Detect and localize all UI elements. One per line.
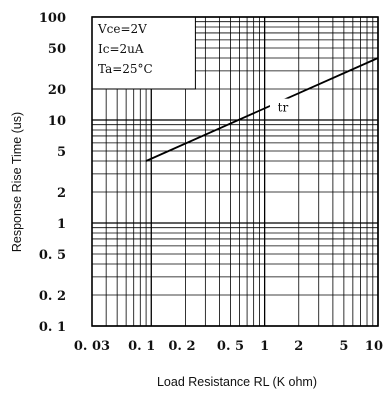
x-tick-label: 0. 2 [168,339,195,354]
plot-border [91,16,379,327]
y-tick-label: 100 [39,11,66,26]
x-tick-label: 1 [260,339,269,354]
y-tick-label: 50 [48,42,66,57]
y-tick-label: 0. 1 [39,320,66,335]
condition-text: Vce=2V [97,22,147,36]
y-tick-label: 1 [57,217,66,232]
x-tick-label: 0. 03 [74,339,110,354]
y-axis-title: Response Rise Time (us) [10,112,24,252]
x-axis-title: Load Resistance RL (K ohm) [157,375,317,389]
conditions-box-background [91,16,196,90]
series-label: tr [278,101,289,115]
x-tick-label: 0. 1 [128,339,155,354]
series-label-background [269,98,298,116]
x-tick-label: 5 [339,339,348,354]
y-tick-label: 5 [57,145,66,160]
plot-frame [91,16,379,327]
y-tick-label: 10 [48,114,66,129]
series-layer: tr [145,57,379,162]
conditions-box: Vce=2V Ic=2uA Ta=25°C [91,16,196,90]
y-tick-label: 0. 2 [39,289,66,304]
x-tick-label: 2 [294,339,303,354]
y-tick-label: 20 [48,83,66,98]
x-tick-labels: 0. 03 0. 1 0. 2 0. 5 1 2 5 10 [74,339,383,354]
condition-text: Ic=2uA [98,42,144,56]
y-tick-label: 0. 5 [39,248,66,263]
x-tick-label: 10 [365,339,383,354]
y-tick-label: 2 [57,186,66,201]
condition-text: Ta=25°C [98,62,153,76]
series-line-tr [145,57,379,162]
x-tick-label: 0. 5 [217,339,244,354]
y-tick-labels: 100 50 20 10 5 2 1 0. 5 0. 2 0. 1 [39,11,66,335]
